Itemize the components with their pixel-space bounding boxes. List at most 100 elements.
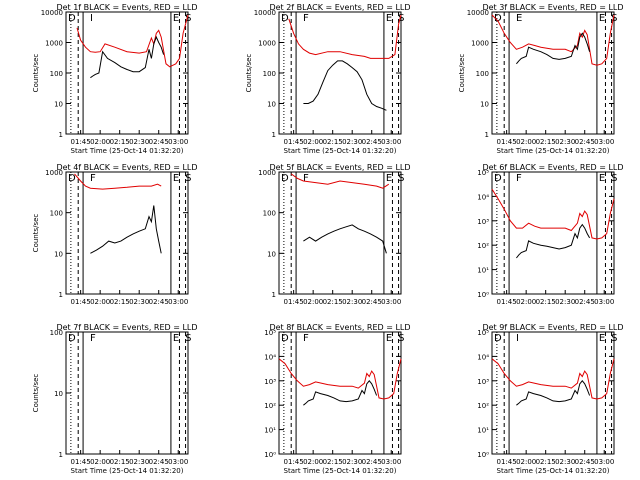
interval-marker-letter: F <box>303 173 309 184</box>
y-tick-label: 10² <box>264 402 276 410</box>
x-tick-label: 01:45 <box>497 298 517 306</box>
plot-frame <box>278 331 402 455</box>
y-tick-label: 100 <box>50 70 63 78</box>
x-tick-label: 03:00 <box>594 138 614 146</box>
y-tick-label: 10 <box>267 101 276 109</box>
panel-title: Det 6f BLACK = Events, RED = LLD <box>482 163 623 172</box>
x-tick-label: 03:00 <box>168 298 188 306</box>
panel-title: Det 5f BLACK = Events, RED = LLD <box>269 163 410 172</box>
x-tick-label: 01:45 <box>71 298 91 306</box>
x-tick-label: 02:00 <box>303 458 323 466</box>
detector-panel: Det 3f BLACK = Events, RED = LLD 1 10 100 10… <box>458 3 624 155</box>
interval-marker-letter: S <box>398 13 404 24</box>
x-tick-label: 02:45 <box>575 298 595 306</box>
x-axis-label: Start Time (25-Oct-14 01:32:20) <box>497 467 610 475</box>
x-tick-label: 02:15 <box>536 298 556 306</box>
y-tick-label: 10 <box>267 250 276 258</box>
x-tick-label: 02:00 <box>90 298 110 306</box>
x-tick-label: 02:00 <box>516 298 536 306</box>
events-series-line <box>516 380 591 406</box>
y-axis-label: Counts/sec <box>32 54 40 93</box>
plot-frame <box>491 171 615 295</box>
interval-marker-letter: D <box>68 13 76 24</box>
y-tick-label: 10 <box>54 390 63 398</box>
interval-marker-letter: E <box>173 173 179 184</box>
y-tick-label: 1000 <box>471 40 489 48</box>
interval-marker-letter: S <box>611 13 617 24</box>
x-tick-label: 02:45 <box>575 458 595 466</box>
lld-series-line <box>278 358 402 400</box>
x-tick-label: 02:30 <box>555 298 575 306</box>
y-tick-label: 10¹ <box>477 427 489 435</box>
interval-marker-letter: I <box>90 13 93 24</box>
lld-series-line <box>76 14 189 68</box>
x-tick-label: 02:15 <box>323 458 343 466</box>
x-tick-label: 02:15 <box>536 138 556 146</box>
y-tick-label: 10⁰ <box>477 451 489 459</box>
x-tick-label: 01:45 <box>71 458 91 466</box>
events-series-line <box>303 60 387 111</box>
y-tick-label: 10 <box>480 101 489 109</box>
interval-marker-letter: F <box>303 13 309 24</box>
panel-title: Det 4f BLACK = Events, RED = LLD <box>56 163 197 172</box>
x-tick-label: 03:00 <box>381 138 401 146</box>
y-tick-label: 10⁴ <box>264 353 276 361</box>
interval-marker-letter: F <box>90 333 96 344</box>
y-tick-label: 1 <box>272 131 276 139</box>
interval-marker-letter: S <box>185 13 191 24</box>
detector-panel: Det 1f BLACK = Events, RED = LLD 1 10 100 10… <box>32 3 198 155</box>
y-tick-label: 10 <box>54 101 63 109</box>
y-tick-label: 100 <box>263 210 276 218</box>
y-tick-label: 10 <box>54 250 63 258</box>
y-tick-label: 100 <box>476 70 489 78</box>
events-series-line <box>516 32 591 65</box>
x-tick-label: 01:45 <box>284 458 304 466</box>
interval-marker-letter: E <box>599 333 605 344</box>
x-tick-label: 02:45 <box>362 298 382 306</box>
y-tick-label: 10⁴ <box>477 193 489 201</box>
x-tick-label: 03:00 <box>381 298 401 306</box>
panel-title: Det 8f BLACK = Events, RED = LLD <box>269 323 410 332</box>
panel-title: Det 7f BLACK = Events, RED = LLD <box>56 323 197 332</box>
y-tick-label: 100 <box>50 210 63 218</box>
y-tick-label: 10⁰ <box>264 451 276 459</box>
y-tick-label: 10³ <box>264 378 276 386</box>
x-tick-label: 03:00 <box>381 458 401 466</box>
x-axis-label: Start Time (25-Oct-14 01:32:20) <box>71 467 184 475</box>
x-axis-label: Start Time (25-Oct-14 01:32:20) <box>497 147 610 155</box>
events-series-line <box>516 223 591 259</box>
x-tick-label: 02:15 <box>536 458 556 466</box>
detector-panel: Det 5f BLACK = Events, RED = LLD 1 10 100 10… <box>258 163 410 306</box>
x-tick-label: 02:00 <box>516 138 536 146</box>
x-tick-label: 02:45 <box>149 138 169 146</box>
detector-panel: Det 9f BLACK = Events, RED = LLD 10⁰ 10¹ 10… <box>477 323 623 475</box>
events-series-line <box>303 224 387 254</box>
y-tick-label: 10⁵ <box>264 329 276 337</box>
interval-marker-letter: S <box>398 333 404 344</box>
y-tick-label: 10¹ <box>477 267 489 275</box>
x-tick-label: 02:00 <box>90 138 110 146</box>
y-tick-label: 1 <box>272 291 276 299</box>
y-tick-label: 1 <box>485 131 489 139</box>
interval-marker-letter: E <box>173 333 179 344</box>
events-series-line <box>90 205 162 254</box>
interval-marker-letter: D <box>281 333 289 344</box>
x-tick-label: 01:45 <box>497 458 517 466</box>
y-axis-label: Counts/sec <box>458 54 466 93</box>
interval-marker-letter: F <box>90 173 96 184</box>
x-tick-label: 02:15 <box>110 298 130 306</box>
interval-marker-letter: S <box>611 173 617 184</box>
interval-marker-letter: E <box>386 173 392 184</box>
detector-panel: Det 7f BLACK = Events, RED = LLD 1 10 100 01… <box>32 323 198 475</box>
interval-marker-letter: D <box>494 333 502 344</box>
x-tick-label: 02:30 <box>555 138 575 146</box>
interval-marker-letter: E <box>599 13 605 24</box>
detector-panel: Det 4f BLACK = Events, RED = LLD 1 10 100 10… <box>32 163 198 306</box>
lld-series-line <box>290 173 390 189</box>
x-tick-label: 01:45 <box>71 138 91 146</box>
y-tick-label: 10000 <box>467 9 489 17</box>
y-tick-label: 10⁰ <box>477 291 489 299</box>
interval-marker-letter: E <box>516 13 522 24</box>
interval-marker-letter: E <box>386 333 392 344</box>
x-tick-label: 02:00 <box>303 138 323 146</box>
